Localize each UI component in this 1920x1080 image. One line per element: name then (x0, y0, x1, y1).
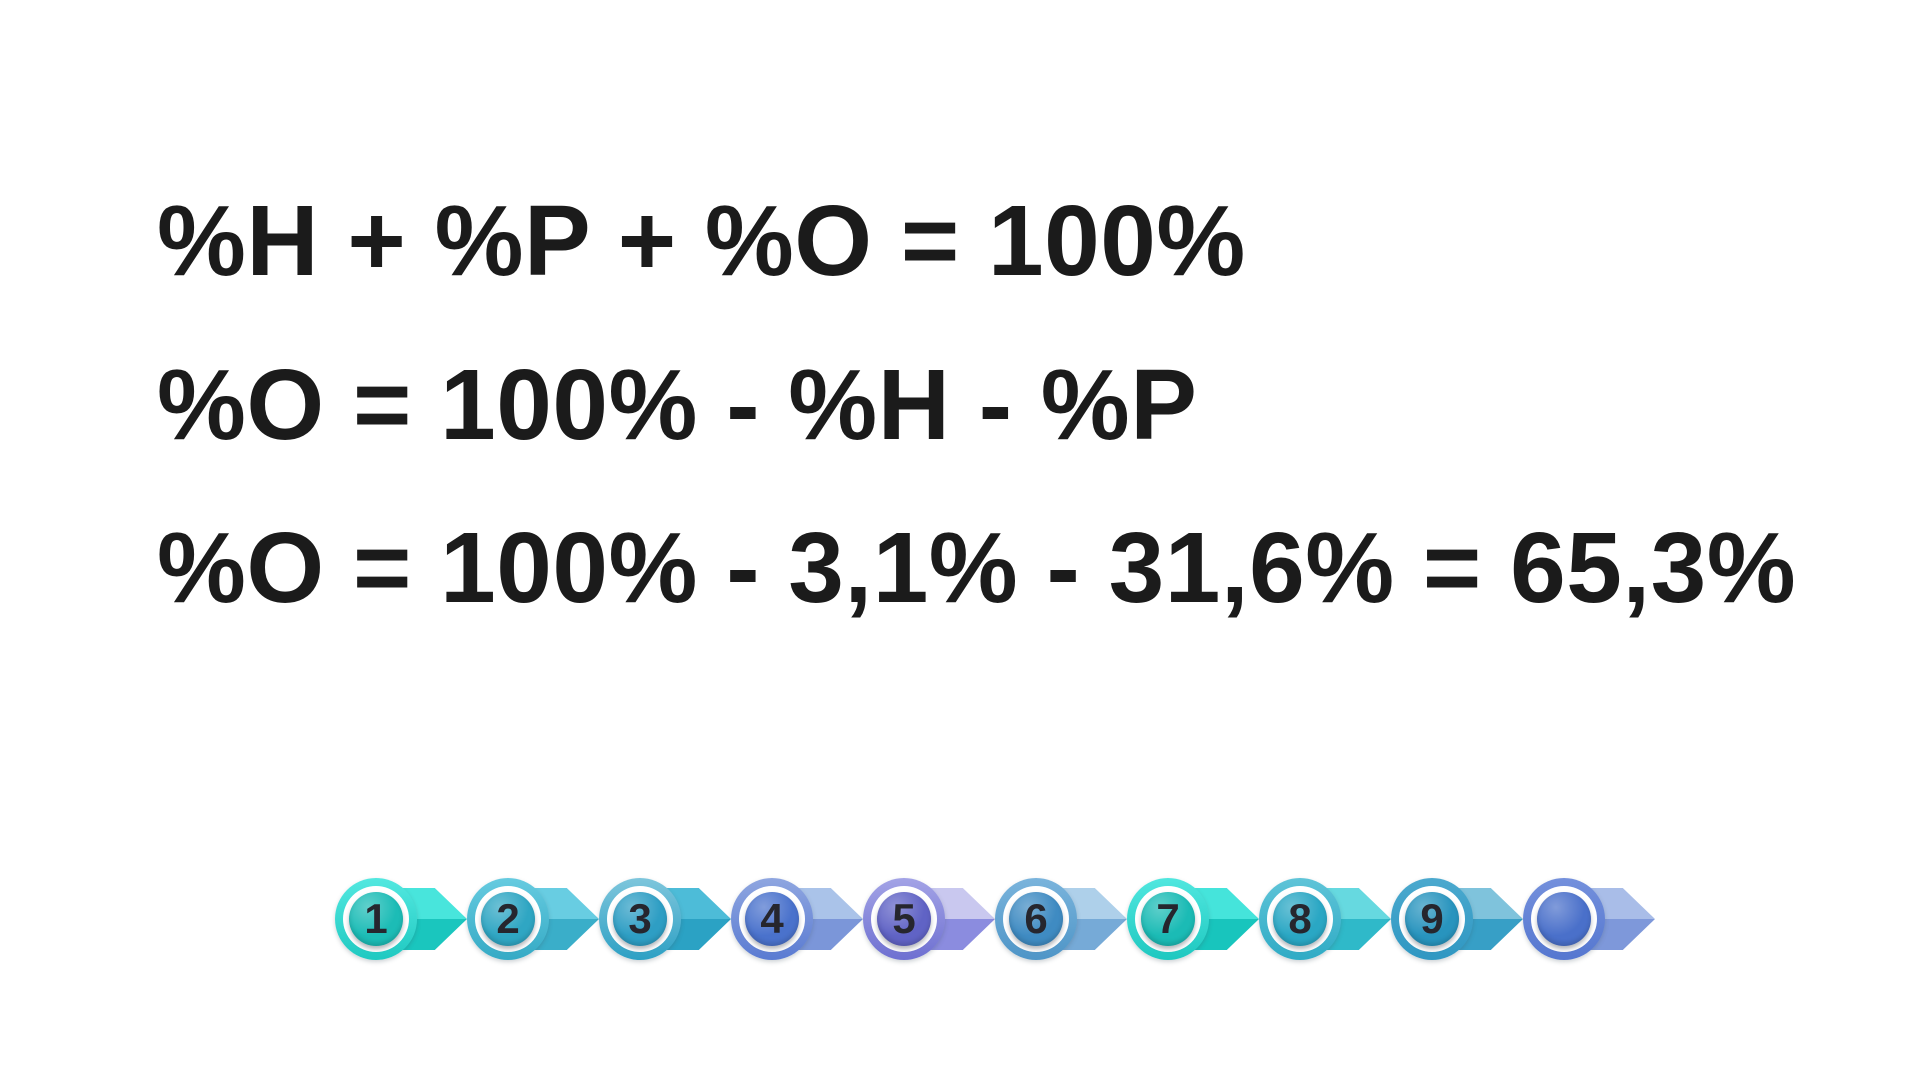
nav-button-label: 9 (1420, 895, 1444, 942)
nav-button-8[interactable]: 8 (1259, 878, 1431, 960)
nav-inner-circle: 1 (349, 892, 403, 946)
nav-button-7[interactable]: 7 (1127, 878, 1299, 960)
nav-white-ring: 5 (871, 886, 937, 952)
equation-line-3: %O = 100% - 3,1% - 31,6% = 65,3% (157, 512, 1797, 624)
nav-white-ring: 8 (1267, 886, 1333, 952)
nav-ring: 3 (599, 878, 681, 960)
nav-button-label: 3 (628, 895, 652, 942)
nav-button-label: 7 (1156, 895, 1180, 942)
nav-ring: 6 (995, 878, 1077, 960)
nav-button-6[interactable]: 6 (995, 878, 1167, 960)
nav-ring: 9 (1391, 878, 1473, 960)
equation-line-2: %O = 100% - %H - %P (157, 348, 1198, 461)
nav-button-label: 1 (364, 895, 388, 942)
nav-button-label: 6 (1024, 895, 1048, 942)
nav-ring: 2 (467, 878, 549, 960)
nav-ring (1523, 878, 1605, 960)
nav-inner-circle: 2 (481, 892, 535, 946)
nav-button-1[interactable]: 1 (335, 878, 507, 960)
equation-block: %H + %P + %O = 100% %O = 100% - %H - %P … (157, 160, 1796, 651)
nav-white-ring: 2 (475, 886, 541, 952)
nav-button-5[interactable]: 5 (863, 878, 1035, 960)
nav-inner-circle (1537, 892, 1591, 946)
nav-button-9[interactable]: 9 (1391, 878, 1563, 960)
nav-button-label: 4 (760, 895, 784, 942)
nav-inner-circle: 7 (1141, 892, 1195, 946)
nav-white-ring (1531, 886, 1597, 952)
nav-inner-circle: 4 (745, 892, 799, 946)
nav-ring: 4 (731, 878, 813, 960)
nav-button-2[interactable]: 2 (467, 878, 639, 960)
nav-inner-circle: 3 (613, 892, 667, 946)
nav-inner-circle: 6 (1009, 892, 1063, 946)
nav-ring: 7 (1127, 878, 1209, 960)
nav-button-blank[interactable] (1523, 878, 1695, 960)
nav-ring: 8 (1259, 878, 1341, 960)
nav-button-label: 8 (1288, 895, 1312, 942)
nav-white-ring: 6 (1003, 886, 1069, 952)
nav-button-label: 5 (892, 895, 916, 942)
nav-button-label: 2 (496, 895, 520, 942)
slide-nav: 1 2 3 (335, 878, 1685, 968)
nav-white-ring: 3 (607, 886, 673, 952)
nav-button-4[interactable]: 4 (731, 878, 903, 960)
nav-button-3[interactable]: 3 (599, 878, 771, 960)
nav-white-ring: 9 (1399, 886, 1465, 952)
nav-inner-circle: 9 (1405, 892, 1459, 946)
nav-inner-circle: 8 (1273, 892, 1327, 946)
equation-line-1: %H + %P + %O = 100% (157, 185, 1246, 297)
nav-inner-circle: 5 (877, 892, 931, 946)
nav-ring: 5 (863, 878, 945, 960)
nav-ring: 1 (335, 878, 417, 960)
nav-white-ring: 4 (739, 886, 805, 952)
nav-white-ring: 7 (1135, 886, 1201, 952)
nav-white-ring: 1 (343, 886, 409, 952)
